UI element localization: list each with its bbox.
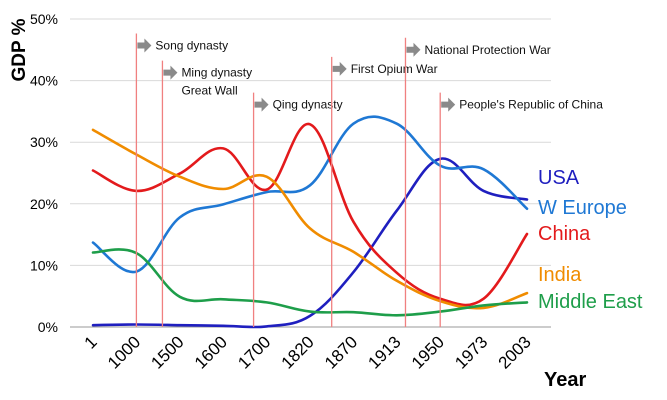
y-tick-label: 0% [38,319,58,335]
arrow-icon [137,38,152,53]
series-line-india [91,128,529,310]
x-axis-label: Year [544,369,586,391]
arrow-icon [254,97,269,112]
event-label: Song dynasty [155,38,228,52]
x-tick-label: 1500 [147,332,187,372]
arrow-icon [163,65,178,80]
event-label: People's Republic of China [459,98,603,112]
legend-entry: India [538,264,582,286]
legend-entry: China [538,223,591,245]
event-label: Great Wall [181,84,237,98]
x-tick-label: 1950 [408,332,448,372]
series-line-w-europe [91,115,529,274]
event-label: National Protection War [424,43,550,57]
gridlines [70,18,551,328]
y-tick-label: 20% [30,196,58,212]
arrow-icon [406,42,421,57]
arrow-icon [441,97,456,112]
event-label: First Opium War [351,62,438,76]
x-tick-label: 1820 [278,332,318,372]
legend-entry: W Europe [538,197,627,219]
y-axis-ticks: 0% 10% 20% 30% 40% 50% [30,11,58,335]
series-line-usa [91,157,529,329]
x-tick-label: 1870 [321,332,361,372]
x-tick-label: 1000 [104,332,144,372]
arrow-icon [332,61,347,76]
x-tick-label: 2003 [495,332,535,372]
series-lines [91,115,529,329]
x-tick-label: 1600 [191,332,231,372]
y-axis-label: GDP % [9,18,30,81]
y-tick-label: 30% [30,134,58,150]
x-tick-label: 1913 [364,332,404,372]
legend: USA W Europe China India Middle East [538,167,643,313]
event-label: Ming dynasty [181,66,252,80]
series-line-china [91,122,529,307]
y-tick-label: 50% [30,11,58,27]
legend-entry: Middle East [538,291,643,313]
legend-entry: USA [538,167,580,189]
x-tick-label: 1700 [234,332,274,372]
x-tick-label: 1973 [451,332,491,372]
x-axis-ticks: 1 1000 1500 1600 1700 1820 1870 1913 1950 1973 200… [81,332,535,372]
event-label: Qing dynasty [273,98,343,112]
y-tick-label: 40% [30,73,58,89]
x-tick-label: 1 [81,332,101,352]
series-line-middle-east [91,248,529,317]
event-annotations: Song dynasty Ming dynasty Great Wall Qing d… [135,33,603,327]
y-tick-label: 10% [30,257,58,273]
